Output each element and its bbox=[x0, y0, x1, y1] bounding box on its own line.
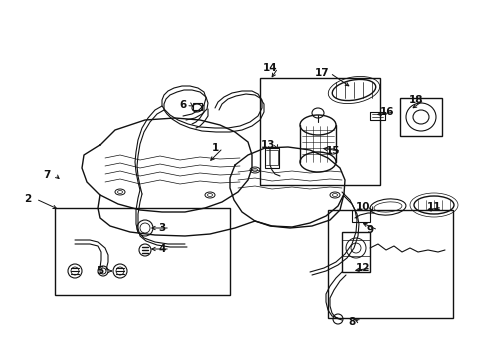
Text: 4: 4 bbox=[158, 244, 165, 254]
Text: 17: 17 bbox=[314, 68, 328, 78]
Text: 5: 5 bbox=[96, 266, 103, 276]
Text: 8: 8 bbox=[347, 317, 355, 327]
Text: 18: 18 bbox=[408, 95, 423, 105]
Text: 1: 1 bbox=[211, 143, 218, 153]
Bar bbox=[264, 148, 279, 168]
Text: 15: 15 bbox=[325, 146, 340, 156]
Bar bbox=[351, 210, 369, 222]
Bar bbox=[341, 232, 369, 272]
Bar bbox=[260, 78, 379, 185]
Text: 13: 13 bbox=[260, 140, 275, 150]
Text: 11: 11 bbox=[426, 202, 440, 212]
Text: 10: 10 bbox=[355, 202, 369, 212]
Text: 7: 7 bbox=[43, 170, 51, 180]
Text: 9: 9 bbox=[366, 225, 373, 235]
Text: 12: 12 bbox=[355, 263, 369, 273]
Bar bbox=[399, 98, 441, 136]
Bar bbox=[193, 103, 202, 110]
Text: 6: 6 bbox=[179, 100, 186, 110]
Bar bbox=[327, 210, 452, 318]
Text: 3: 3 bbox=[158, 223, 165, 233]
Text: 16: 16 bbox=[379, 107, 393, 117]
Text: 14: 14 bbox=[262, 63, 277, 73]
Bar bbox=[55, 208, 229, 295]
Text: 2: 2 bbox=[24, 194, 32, 204]
